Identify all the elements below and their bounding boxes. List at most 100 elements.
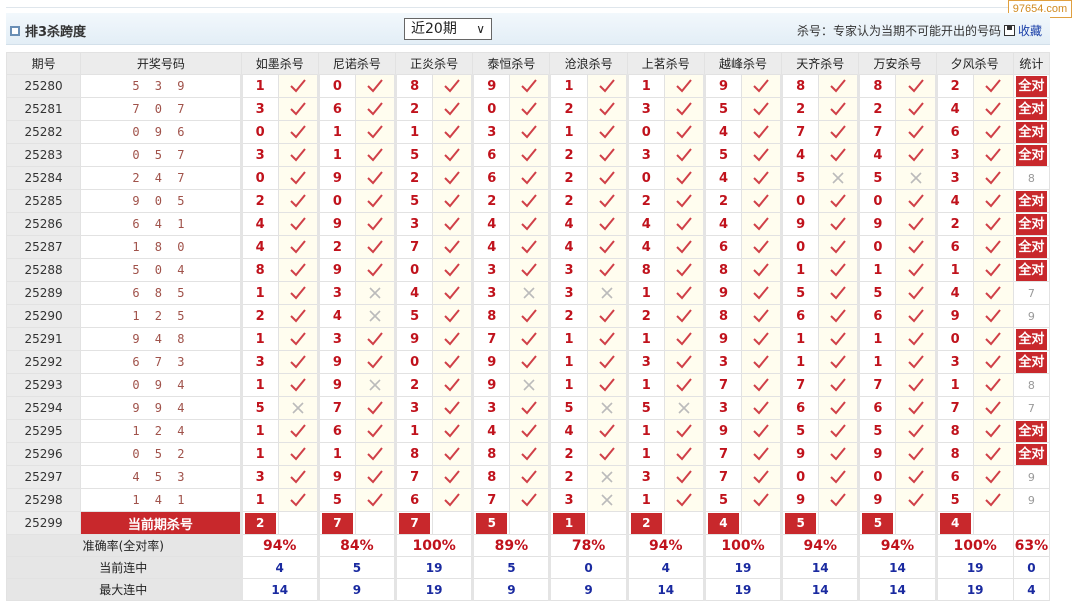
kill-number-cell: 9 xyxy=(702,281,743,305)
hit-cell xyxy=(277,189,319,213)
hit-cell xyxy=(741,258,783,282)
miss-cell xyxy=(277,396,319,420)
hit-cell xyxy=(895,97,937,121)
hit-cell xyxy=(972,350,1014,374)
kill-number-cell: 4 xyxy=(702,166,743,190)
kill-number-cell: 8 xyxy=(394,74,434,98)
check-icon xyxy=(830,355,847,369)
table-row: 25296 0 5 2 1 1 8 8 2 1 7 9 9 8 全对 xyxy=(5,442,1051,466)
hit-cell xyxy=(663,235,705,259)
header-expert: 天齐杀号 xyxy=(781,52,860,75)
hit-cell xyxy=(895,442,937,466)
kill-number-cell: 9 xyxy=(471,74,511,98)
current-kill-number: 2 xyxy=(244,512,276,534)
hit-cell xyxy=(277,350,319,374)
current_streak-stat: 0 xyxy=(1012,556,1051,579)
period-select[interactable]: 近20期 ∨ xyxy=(404,18,492,40)
hit-cell xyxy=(972,143,1014,167)
stat-cell: 全对 xyxy=(1012,350,1051,374)
check-icon xyxy=(907,79,924,93)
current_streak-value: 5 xyxy=(316,556,397,579)
check-icon xyxy=(521,194,538,208)
accuracy-value: 94% xyxy=(625,534,705,557)
hit-cell xyxy=(432,465,474,489)
check-icon xyxy=(676,240,692,254)
hit-cell xyxy=(663,304,705,328)
accuracy-value: 89% xyxy=(471,534,551,557)
kill-number-cell: 9 xyxy=(857,488,897,512)
kill-number-cell: 2 xyxy=(857,97,897,121)
hit-cell xyxy=(818,97,860,121)
kill-number-cell: 1 xyxy=(625,74,665,98)
hit-cell xyxy=(432,143,474,167)
hit-cell xyxy=(586,212,628,236)
hit-cell xyxy=(586,74,628,98)
check-icon xyxy=(753,332,769,346)
max_streak-value: 19 xyxy=(934,578,1014,601)
header-bar: 排3杀跨度 近20期 ∨ 杀号：专家认为当期不可能开出的号码 收藏 xyxy=(6,13,1050,45)
hit-cell xyxy=(818,235,860,259)
kill-number-cell: 1 xyxy=(934,258,974,282)
empty-cell xyxy=(432,511,474,535)
chevron-down-icon: ∨ xyxy=(476,22,485,36)
stat-count: 9 xyxy=(1027,470,1035,484)
check-icon xyxy=(830,332,847,346)
stat-cell: 9 xyxy=(1012,488,1051,512)
check-icon xyxy=(985,378,1002,392)
hit-cell xyxy=(895,212,937,236)
check-icon xyxy=(444,286,460,300)
check-icon xyxy=(907,470,924,484)
hit-cell xyxy=(432,350,474,374)
hit-cell xyxy=(663,258,705,282)
hit-cell xyxy=(741,143,783,167)
hit-cell xyxy=(277,465,319,489)
hit-cell xyxy=(432,327,474,351)
check-icon xyxy=(907,217,924,231)
max_streak-value: 14 xyxy=(239,578,319,601)
check-icon xyxy=(598,125,615,139)
hit-cell xyxy=(663,488,705,512)
draw-number-cell: 9 4 8 xyxy=(80,327,242,351)
check-icon xyxy=(444,125,460,139)
hit-cell xyxy=(432,419,474,443)
check-icon xyxy=(907,309,924,323)
kill-number-table: 期号 开奖号码 如墨杀号 尼诺杀号 正炎杀号 泰恒杀号 沧浪杀号 上茗杀号 越峰杀号 天齐杀号 万安… xyxy=(5,52,1051,601)
kill-number-cell: 5 xyxy=(857,419,897,443)
table-row: 25292 6 7 3 3 9 0 9 1 3 3 1 1 3 全对 xyxy=(5,350,1051,374)
hit-cell xyxy=(895,258,937,282)
square-icon xyxy=(10,25,20,36)
check-icon xyxy=(753,493,769,507)
period-cell: 25283 xyxy=(5,143,82,167)
hit-cell xyxy=(354,465,397,489)
cross-icon xyxy=(601,471,613,483)
kill-number-cell: 1 xyxy=(625,327,665,351)
favorite-link[interactable]: 收藏 xyxy=(1017,24,1042,38)
kill-number-cell: 7 xyxy=(394,235,434,259)
check-icon xyxy=(444,194,460,208)
check-icon xyxy=(676,102,692,116)
hit-cell xyxy=(972,120,1014,144)
all-correct-badge: 全对 xyxy=(1015,121,1047,143)
hit-cell xyxy=(277,120,319,144)
kill-number-cell: 7 xyxy=(934,396,974,420)
hit-cell xyxy=(663,465,705,489)
kill-number-cell: 9 xyxy=(316,212,356,236)
check-icon xyxy=(521,79,538,93)
hit-cell xyxy=(818,304,860,328)
draw-number-cell: 0 5 2 xyxy=(80,442,242,466)
max_streak-value: 14 xyxy=(625,578,705,601)
check-icon xyxy=(521,447,538,461)
hit-cell xyxy=(586,419,628,443)
save-icon[interactable] xyxy=(1003,25,1015,36)
kill-number-cell: 6 xyxy=(316,97,356,121)
table-header-row: 期号 开奖号码 如墨杀号 尼诺杀号 正炎杀号 泰恒杀号 沧浪杀号 上茗杀号 越峰杀号 天齐杀号 万安… xyxy=(5,52,1051,75)
stat-cell: 全对 xyxy=(1012,258,1051,282)
hit-cell xyxy=(586,143,628,167)
check-icon xyxy=(290,493,306,507)
all-correct-badge: 全对 xyxy=(1015,328,1047,350)
table-row: 25291 9 4 8 1 3 9 7 1 1 9 1 1 0 全对 xyxy=(5,327,1051,351)
hit-cell xyxy=(663,189,705,213)
hit-cell xyxy=(818,143,860,167)
